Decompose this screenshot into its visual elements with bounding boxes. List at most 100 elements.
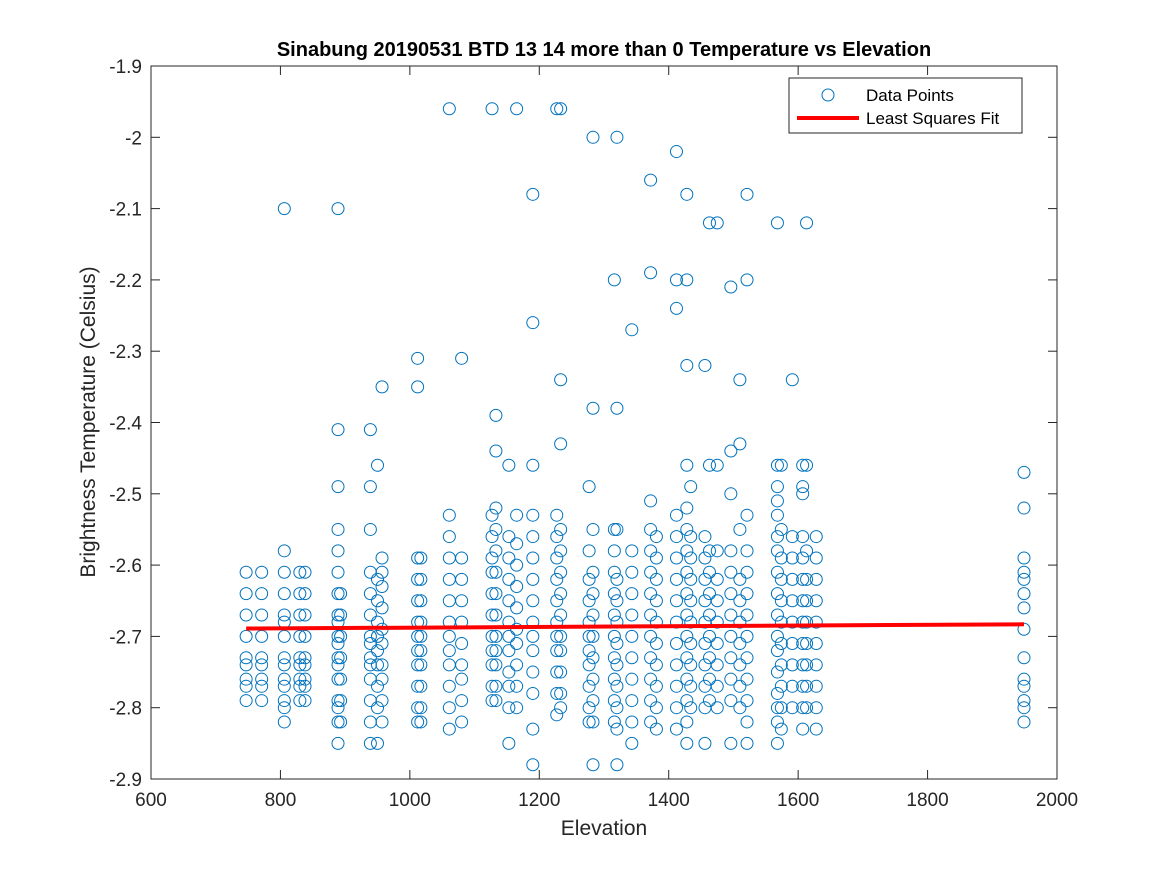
data-point xyxy=(526,316,540,330)
data-point xyxy=(298,565,312,579)
data-point xyxy=(733,522,747,536)
data-point xyxy=(455,572,469,586)
data-point xyxy=(554,665,568,679)
data-point xyxy=(502,701,516,715)
data-point xyxy=(526,758,540,772)
data-point xyxy=(331,694,345,708)
data-point xyxy=(586,130,600,144)
data-point xyxy=(255,658,269,672)
data-point xyxy=(770,530,784,544)
data-point xyxy=(724,608,738,622)
data-point xyxy=(796,679,810,693)
data-point xyxy=(796,530,810,544)
data-point xyxy=(375,551,389,565)
data-point xyxy=(586,758,600,772)
data-point xyxy=(770,665,784,679)
data-point xyxy=(1017,587,1031,601)
data-point xyxy=(1017,694,1031,708)
data-point xyxy=(607,715,621,729)
data-point xyxy=(502,458,516,472)
data-point xyxy=(610,679,624,693)
data-point xyxy=(607,273,621,287)
data-point xyxy=(800,216,814,230)
data-point xyxy=(277,701,291,715)
data-point xyxy=(485,644,499,658)
data-point xyxy=(770,715,784,729)
data-point xyxy=(610,637,624,651)
data-point xyxy=(239,629,253,643)
data-point xyxy=(298,608,312,622)
data-point xyxy=(625,694,639,708)
data-point xyxy=(740,565,754,579)
data-point xyxy=(724,444,738,458)
data-point xyxy=(809,722,823,736)
data-point xyxy=(331,658,345,672)
data-point xyxy=(733,679,747,693)
data-point xyxy=(255,651,269,665)
data-point xyxy=(554,686,568,700)
data-point xyxy=(680,608,694,622)
data-point xyxy=(684,658,698,672)
data-point xyxy=(298,694,312,708)
data-point xyxy=(442,629,456,643)
data-point xyxy=(710,637,724,651)
data-point xyxy=(455,351,469,365)
data-point xyxy=(331,522,345,536)
data-point xyxy=(680,672,694,686)
data-point xyxy=(625,587,639,601)
data-point xyxy=(331,651,345,665)
data-point xyxy=(680,458,694,472)
data-point xyxy=(724,672,738,686)
data-point xyxy=(371,736,384,750)
data-point xyxy=(375,380,389,394)
data-point xyxy=(669,530,683,544)
data-point xyxy=(770,544,784,558)
x-tick-label: 2000 xyxy=(1036,790,1078,811)
y-tick-label: -2.7 xyxy=(109,627,142,648)
legend-marker-data-points xyxy=(821,88,835,102)
data-point xyxy=(800,572,814,586)
data-point xyxy=(510,102,524,116)
data-point xyxy=(740,629,754,643)
legend-label-fit-line: Least Squares Fit xyxy=(866,109,1000,128)
data-point xyxy=(809,594,823,608)
data-point xyxy=(371,458,384,472)
data-point xyxy=(770,565,784,579)
data-point xyxy=(796,637,810,651)
data-point xyxy=(510,701,524,715)
data-point xyxy=(554,522,568,536)
data-point xyxy=(442,701,456,715)
data-point xyxy=(489,501,503,515)
data-point xyxy=(733,637,747,651)
data-point xyxy=(277,629,291,643)
data-point xyxy=(669,637,683,651)
data-point xyxy=(293,658,307,672)
data-point xyxy=(800,637,814,651)
data-point xyxy=(582,629,596,643)
data-point xyxy=(586,522,600,536)
data-point xyxy=(770,216,784,230)
data-point xyxy=(255,672,269,686)
data-point xyxy=(582,480,596,494)
data-point xyxy=(334,629,348,643)
data-point xyxy=(740,544,754,558)
data-point xyxy=(489,565,503,579)
data-point xyxy=(796,615,810,629)
data-point xyxy=(669,551,683,565)
data-point xyxy=(607,544,621,558)
data-point xyxy=(526,187,540,201)
data-point xyxy=(586,694,600,708)
data-point xyxy=(770,494,784,508)
data-point xyxy=(770,701,784,715)
data-point xyxy=(796,594,810,608)
data-point xyxy=(293,679,307,693)
data-point xyxy=(770,629,784,643)
data-point xyxy=(669,679,683,693)
data-point xyxy=(796,458,810,472)
data-point xyxy=(442,722,456,736)
data-point xyxy=(375,601,389,615)
data-point xyxy=(800,544,814,558)
data-point xyxy=(489,694,503,708)
data-point xyxy=(255,587,269,601)
data-point xyxy=(554,701,568,715)
